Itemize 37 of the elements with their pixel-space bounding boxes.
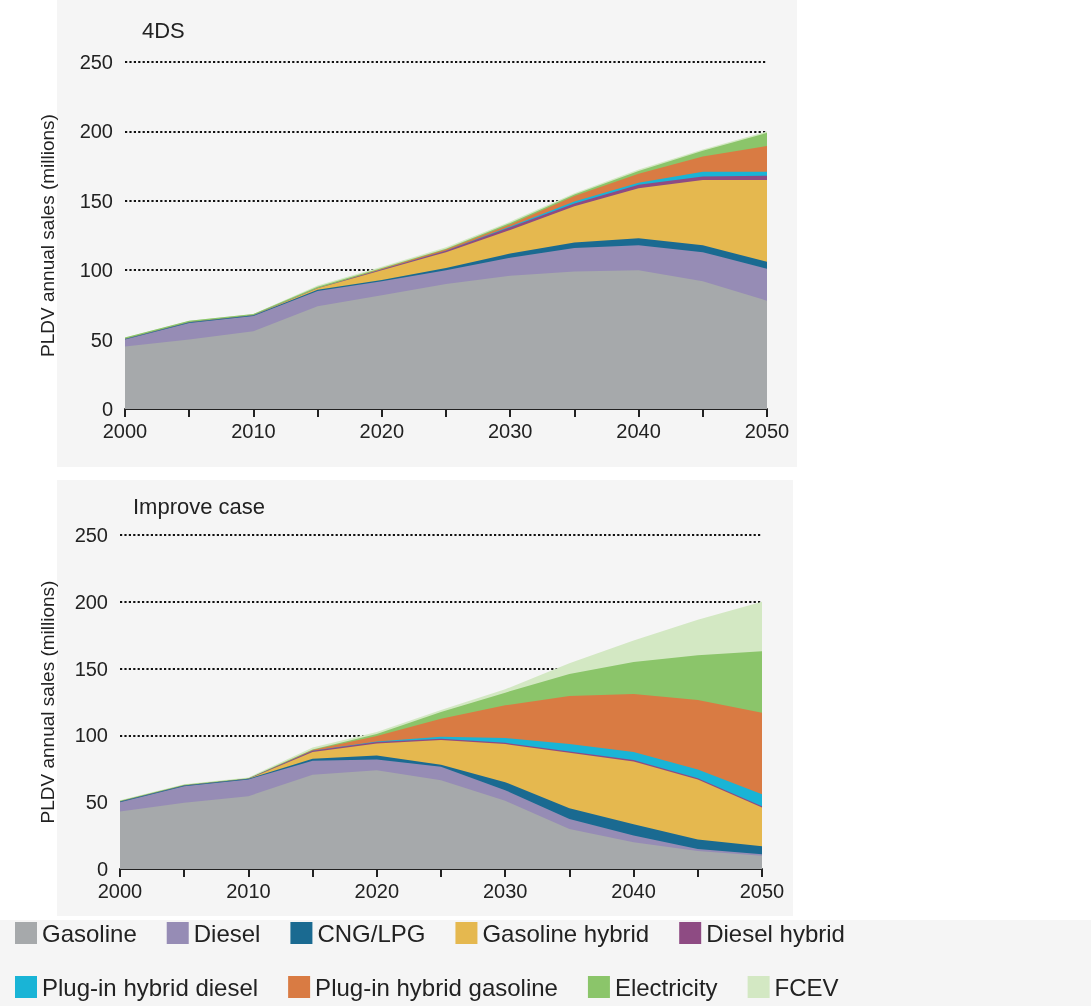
legend-label: Electricity [614,973,718,1001]
legend-label: Diesel hybrid [706,919,845,947]
legend-label: Gasoline [42,919,137,947]
y-tick-label: 100 [79,259,113,282]
y-tick-label: 0 [96,858,108,880]
legend-label: Plug-in hybrid diesel [42,973,259,1001]
legend-label: FCEV [774,973,839,1001]
y-tick-label: 50 [85,791,108,814]
legend-label: Gasoline hybrid [482,919,650,947]
legend-label: Diesel [193,919,261,947]
x-tick-label: 2040 [611,880,656,902]
chart-title: Improve case [133,493,266,519]
x-tick-label: 2000 [102,420,148,442]
y-tick-label: 50 [90,328,113,351]
y-axis-title: PLDV annual sales (millions) [37,114,58,357]
y-tick-label: 0 [101,398,113,420]
x-tick-label: 2020 [359,420,405,442]
x-tick-label: 2050 [739,880,785,902]
y-tick-label: 250 [74,524,108,546]
y-tick-label: 200 [74,590,108,613]
chart-title: 4DS [142,17,185,43]
x-tick-label: 2010 [226,880,271,902]
x-tick-label: 2010 [231,420,276,442]
x-tick-label: 2030 [482,880,528,902]
x-tick-label: 2040 [616,420,661,442]
x-tick-label: 2020 [354,880,400,902]
x-tick-label: 2050 [744,420,790,442]
y-tick-label: 100 [74,724,108,747]
y-tick-label: 150 [74,657,108,680]
y-axis-title: PLDV annual sales (millions) [37,580,58,824]
legend-label: Plug-in hybrid gasoline [315,973,558,1001]
legend-label: CNG/LPG [317,919,426,947]
y-tick-label: 200 [79,120,113,143]
x-tick-label: 2030 [487,420,533,442]
x-tick-label: 2000 [97,880,143,902]
y-tick-label: 250 [79,51,113,73]
y-tick-label: 150 [79,189,113,212]
